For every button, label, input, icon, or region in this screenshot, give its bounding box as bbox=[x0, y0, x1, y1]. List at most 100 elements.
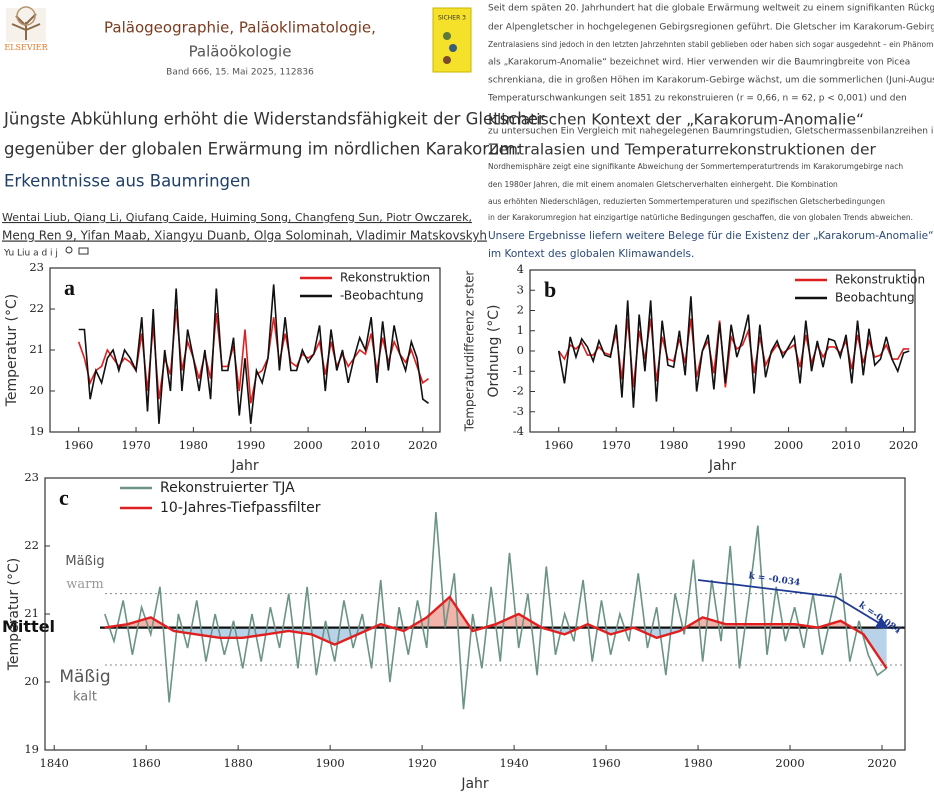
x-tick-label: 2020 bbox=[408, 438, 437, 452]
y-tick-label: 21 bbox=[24, 606, 39, 620]
abstract-line: Temperaturschwankungen seit 1851 zu reko… bbox=[487, 94, 907, 104]
abstract-line: Unsere Ergebnisse liefern weitere Belege… bbox=[488, 230, 934, 242]
panel-label: b bbox=[544, 277, 556, 302]
logo-tree bbox=[11, 13, 41, 40]
x-axis-label: Jahr bbox=[460, 776, 489, 792]
x-tick-label: 1970 bbox=[121, 438, 150, 452]
series-line bbox=[104, 595, 888, 670]
y-tick-label: 22 bbox=[29, 301, 44, 315]
cover-bg bbox=[432, 7, 472, 73]
x-tick-label: 1900 bbox=[315, 756, 344, 770]
legend-label: Rekonstruierter TJA bbox=[160, 480, 295, 496]
panel-label: a bbox=[64, 275, 75, 300]
journal-line: Paläoökologie bbox=[189, 43, 292, 61]
y-tick-label: 4 bbox=[517, 262, 524, 276]
y-tick-label: 19 bbox=[29, 424, 44, 438]
author-line: Meng Ren 9, Yifan Maab, Xiangyu Duanb, O… bbox=[2, 229, 487, 243]
journal-cover bbox=[432, 7, 472, 73]
y-axis-label: Ordnung (°C) bbox=[486, 304, 502, 397]
author-line: Yu Liu a d i j bbox=[3, 249, 58, 259]
trend-line bbox=[697, 579, 889, 629]
abstract-line: im Kontext des globalen Klimawandels. bbox=[488, 248, 694, 260]
publisher-name: ELSEVIER bbox=[4, 43, 48, 52]
title-line: gegenüber der globalen Erwärmung im nörd… bbox=[4, 140, 521, 159]
reference-label: kalt bbox=[73, 690, 97, 705]
x-tick-label: 1960 bbox=[64, 438, 93, 452]
legend-label: Beobachtung bbox=[835, 291, 915, 305]
abstract-line: Nordhemisphäre zeigt eine signifikante A… bbox=[488, 162, 903, 171]
x-tick-label: 1940 bbox=[499, 756, 528, 770]
y-axis-label: Temperaturdifferenz erster bbox=[463, 271, 477, 433]
abstract-line: Zentralasien und Temperaturrekonstruktio… bbox=[488, 141, 877, 159]
x-tick-label: 2020 bbox=[889, 438, 918, 452]
reference-label: Mäßig bbox=[65, 554, 104, 569]
reference-label: Mäßig bbox=[59, 667, 110, 687]
y-tick-label: 1 bbox=[517, 323, 524, 337]
mail-icon bbox=[78, 247, 89, 255]
abstract-line: klimatischen Kontext der „Karakorum-Anom… bbox=[488, 111, 864, 129]
author-icons bbox=[65, 246, 89, 255]
y-tick-label: -4 bbox=[513, 424, 524, 438]
cover-dot bbox=[449, 44, 457, 52]
x-tick-label: 1920 bbox=[407, 756, 436, 770]
y-tick-label: 21 bbox=[29, 342, 44, 356]
legend-label: -Beobachtung bbox=[340, 289, 424, 303]
title-line: Erkenntnisse aus Baumringen bbox=[4, 172, 251, 191]
volume-info: Band 666, 15. Mai 2025, 112836 bbox=[166, 68, 314, 78]
x-axis-label: Jahr bbox=[708, 458, 737, 474]
x-tick-label: 1970 bbox=[602, 438, 631, 452]
abstract-line: Seit dem späten 20. Jahrhundert hat die … bbox=[488, 4, 934, 14]
abstract-line: aus erhöhten Niederschlägen, reduzierten… bbox=[488, 197, 885, 206]
x-axis-label: Jahr bbox=[230, 458, 259, 474]
y-tick-label: 22 bbox=[24, 538, 39, 552]
x-tick-label: 2000 bbox=[293, 438, 322, 452]
x-tick-label: 2010 bbox=[351, 438, 380, 452]
x-tick-label: 1860 bbox=[132, 756, 161, 770]
y-tick-label: -1 bbox=[513, 363, 524, 377]
plot-frame bbox=[49, 267, 441, 433]
series-line bbox=[78, 284, 429, 424]
legend-label: Rekonstruktion bbox=[340, 271, 430, 285]
y-tick-label: 20 bbox=[29, 383, 44, 397]
cover-title: SICHER 3 bbox=[438, 15, 466, 22]
y-tick-label: 23 bbox=[24, 470, 39, 484]
y-tick-label: 3 bbox=[517, 282, 524, 296]
abstract-line: als „Karakorum-Anomalie“ bezeichnet wird… bbox=[488, 58, 910, 68]
abstract-line: Zentralasiens sind jedoch in den letzten… bbox=[488, 40, 934, 49]
publisher-logo bbox=[6, 6, 46, 42]
x-tick-label: 1880 bbox=[224, 756, 253, 770]
y-tick-label: -2 bbox=[513, 384, 524, 398]
author-line: Wentai Liub, Qiang Li, Qiufang Caide, Hu… bbox=[2, 211, 472, 224]
x-tick-label: 2020 bbox=[867, 756, 896, 770]
panel-label: c bbox=[59, 485, 69, 510]
series-line bbox=[557, 296, 910, 408]
title-line: Jüngste Abkühlung erhöht die Widerstands… bbox=[3, 110, 545, 129]
x-tick-label: 1840 bbox=[40, 756, 69, 770]
series-line bbox=[77, 308, 429, 404]
y-tick-label: 19 bbox=[24, 742, 39, 756]
cover-dot bbox=[443, 56, 451, 64]
y-tick-label: 2 bbox=[517, 303, 524, 317]
trend-annotation: k = -0.034 bbox=[748, 571, 801, 588]
series-line bbox=[104, 511, 888, 710]
x-tick-label: 2000 bbox=[775, 756, 804, 770]
x-tick-label: 2000 bbox=[774, 438, 803, 452]
abstract-line: in der Karakorumregion hat einzigartige … bbox=[488, 213, 913, 222]
abstract-line: den 1980er Jahren, die mit einem anomale… bbox=[488, 180, 838, 189]
y-tick-label: -3 bbox=[513, 404, 524, 418]
abstract-line: schrenkiana, die in großen Höhen im Kara… bbox=[488, 76, 934, 86]
y-axis-label: Temperatur (°C) bbox=[4, 294, 20, 408]
journal-line: Paläogeographie, Paläoklimatologie, bbox=[104, 19, 376, 37]
x-tick-label: 1980 bbox=[179, 438, 208, 452]
legend-label: 10-Jahres-Tiefpassfilter bbox=[160, 500, 321, 516]
cover-dot bbox=[443, 32, 451, 40]
x-tick-label: 1990 bbox=[716, 438, 745, 452]
legend-label: Rekonstruktion bbox=[835, 273, 925, 287]
abstract: Seit dem späten 20. Jahrhundert hat die … bbox=[487, 4, 934, 261]
x-tick-label: 1980 bbox=[683, 756, 712, 770]
abstract-line: der Alpengletscher in hochgelegenen Gebi… bbox=[488, 23, 934, 33]
x-tick-label: 1960 bbox=[591, 756, 620, 770]
logo-crown bbox=[16, 6, 36, 26]
y-tick-label: 20 bbox=[24, 674, 39, 688]
